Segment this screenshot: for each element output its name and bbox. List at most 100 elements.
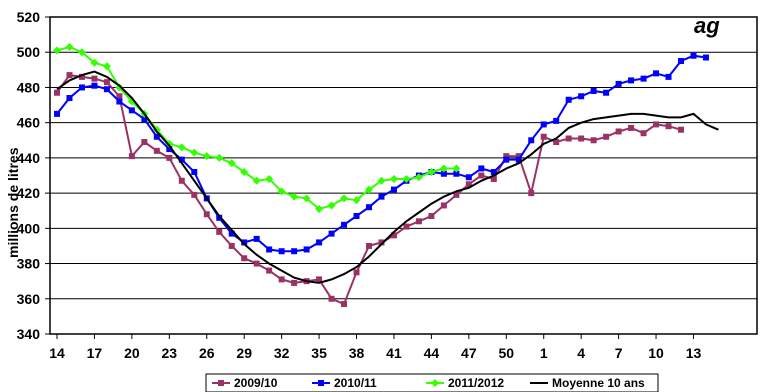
data-point (352, 196, 361, 205)
data-point (277, 187, 286, 196)
x-axis-ticks: 14 17 20 23 26 29 32 35 38 41 44 47 50 1 4 7 10 13 (49, 334, 701, 361)
data-point (653, 121, 660, 128)
x-tick-label: 47 (461, 345, 477, 361)
data-point (153, 133, 160, 140)
data-point (290, 192, 299, 201)
data-point (553, 139, 560, 146)
data-point (578, 135, 585, 142)
data-point (628, 124, 635, 131)
data-point (678, 58, 684, 65)
data-point (553, 117, 560, 124)
data-point (240, 167, 249, 176)
data-point (414, 173, 423, 182)
data-point (103, 86, 110, 93)
legend-marker (318, 380, 324, 386)
data-point (278, 248, 285, 255)
data-point (165, 139, 174, 148)
data-point (490, 168, 497, 175)
data-point (77, 48, 86, 57)
data-point (341, 221, 348, 228)
data-point (116, 93, 123, 100)
data-point (178, 177, 185, 184)
data-point (54, 89, 60, 96)
data-point (515, 153, 522, 160)
legend-marker (218, 380, 224, 386)
data-point (203, 211, 210, 218)
data-point (78, 84, 85, 91)
data-point (528, 190, 535, 197)
legend-label: 2011/2012 (448, 376, 504, 390)
data-point (328, 230, 335, 237)
series-layer (53, 42, 719, 308)
data-point (452, 164, 461, 173)
data-point (241, 255, 248, 262)
legend-label: 2009/10 (234, 376, 278, 390)
data-point (102, 62, 111, 71)
plot-area (49, 16, 758, 335)
data-point (91, 75, 98, 82)
y-axis-ticks: 340 360 380 400 420 440 460 480 500 520 (17, 9, 50, 342)
gridlines (50, 16, 757, 335)
y-tick-label: 380 (17, 256, 41, 272)
data-point (402, 175, 411, 184)
x-tick-label: 32 (274, 345, 290, 361)
data-point (278, 276, 285, 283)
data-point (227, 159, 236, 168)
data-point (478, 172, 485, 179)
data-point (228, 242, 235, 249)
y-tick-label: 460 (17, 115, 41, 131)
data-point (253, 235, 260, 242)
data-point (141, 116, 148, 123)
data-point (665, 123, 672, 130)
series-line-3 (56, 70, 719, 284)
data-point (690, 52, 697, 59)
data-point (302, 194, 311, 203)
data-point (653, 70, 660, 77)
data-point (465, 181, 472, 188)
data-point (590, 87, 597, 94)
data-point (615, 128, 622, 135)
data-point (216, 214, 223, 221)
data-point (440, 202, 447, 209)
data-point (190, 148, 199, 157)
data-point (66, 72, 73, 79)
data-point (54, 110, 60, 117)
data-point (91, 82, 98, 89)
x-tick-label: 13 (686, 345, 702, 361)
y-tick-label: 400 (17, 220, 41, 236)
x-tick-label: 50 (498, 345, 514, 361)
x-tick-label: 35 (311, 345, 327, 361)
data-point (603, 89, 610, 96)
data-point (53, 46, 61, 55)
data-point (327, 201, 336, 210)
data-point (316, 276, 323, 283)
data-point (440, 170, 447, 177)
data-point (153, 147, 160, 154)
data-point (353, 269, 360, 276)
x-tick-label: 4 (577, 345, 585, 361)
data-point (478, 165, 485, 172)
data-point (216, 228, 223, 235)
data-point (702, 54, 709, 61)
data-point (252, 176, 261, 185)
data-point (328, 295, 335, 302)
data-point (503, 153, 510, 160)
y-tick-label: 480 (17, 79, 41, 95)
data-point (253, 260, 260, 267)
data-point (640, 75, 647, 82)
data-point (191, 191, 198, 198)
data-point (128, 107, 135, 114)
x-tick-label: 7 (615, 345, 623, 361)
data-point (178, 156, 185, 163)
data-point (390, 232, 397, 239)
data-point (439, 164, 448, 173)
data-point (103, 79, 110, 86)
data-point (390, 186, 397, 193)
data-point (191, 168, 198, 175)
data-point (565, 135, 572, 142)
data-point (316, 239, 323, 246)
y-tick-label: 360 (17, 291, 41, 307)
data-point (303, 246, 310, 253)
data-point (640, 130, 647, 137)
